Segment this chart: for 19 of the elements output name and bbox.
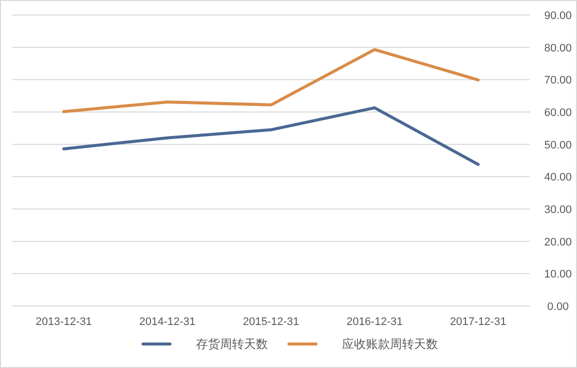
legend-label: 应收账款周转天数 <box>342 337 438 351</box>
y-tick-label: 0.00 <box>547 301 569 313</box>
y-tick-label: 40.00 <box>544 172 572 184</box>
x-tick-label: 2017-12-31 <box>450 316 506 328</box>
y-tick-label: 10.00 <box>544 268 572 281</box>
line-series <box>62 48 480 114</box>
x-tick-label: 2015-12-31 <box>242 316 300 328</box>
x-tick-label: 2014-12-31 <box>139 316 196 328</box>
line-series <box>62 106 480 166</box>
y-tick-label: 70.00 <box>544 74 572 87</box>
y-tick-label: 80.00 <box>544 42 572 54</box>
y-tick-label: 50.00 <box>544 139 572 152</box>
y-tick-label: 20.00 <box>544 236 572 248</box>
y-tick-label: 30.00 <box>544 204 572 216</box>
legend-label: 存货周转天数 <box>196 337 268 351</box>
y-tick-label: 60.00 <box>544 107 572 119</box>
x-tick-label: 2013-12-31 <box>36 316 92 328</box>
y-tick-label: 90.00 <box>544 10 572 22</box>
x-tick-label: 2016-12-31 <box>346 316 403 328</box>
